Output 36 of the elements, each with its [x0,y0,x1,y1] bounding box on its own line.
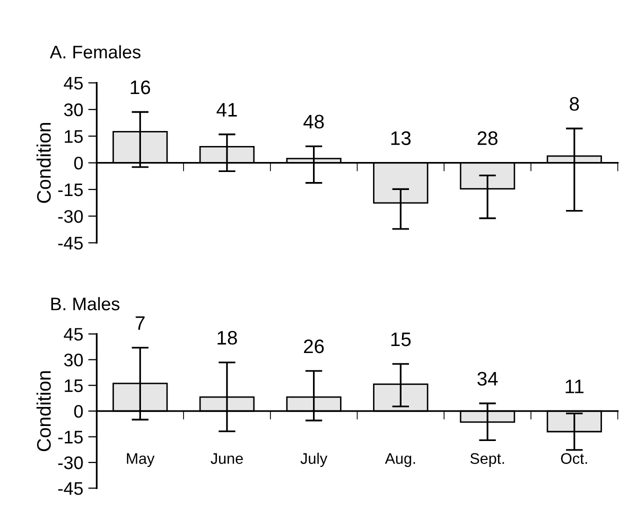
annotation: 18 [218,330,237,345]
annotation: 41 [216,103,237,116]
annotation: 13 [391,131,411,146]
annotation: 15 [391,332,411,346]
x-tick-label: Aug. [384,453,415,467]
annotation: 28 [478,131,498,146]
x-tick-label: Oct. [561,453,587,464]
chart-title: B. Males [51,297,120,310]
annotation: 34 [477,372,498,386]
y-tick-label: -15 [58,184,83,196]
annotation: 11 [566,380,584,394]
y-tick-label: -45 [58,482,83,495]
y-tick-label: 30 [64,354,83,366]
y-tick-label: 45 [64,76,83,90]
y-tick-label: 0 [74,156,83,170]
y-tick-label: -45 [58,236,83,250]
y-tick-label: -15 [58,430,83,444]
y-tick-label: 45 [64,328,83,341]
y-tick-label: 15 [64,130,83,143]
x-tick-label: Sept. [470,453,504,467]
y-tick-label: -30 [58,210,83,223]
y-tick-label: -30 [58,456,83,470]
x-tick-label: May [126,453,155,467]
text: 7 [136,316,145,330]
y-axis-title: Condition [36,371,51,452]
x-tick-label: June [210,453,243,464]
y-tick-label: 15 [64,379,83,392]
annotation: 16 [130,80,150,94]
chart-title: A. Females [50,45,140,58]
annotation: 48 [303,114,324,129]
annotation: 8 [570,97,579,111]
y-tick-label: 30 [64,103,83,116]
x-tick-label: July [300,452,328,467]
y-tick-label: 0 [74,405,83,418]
y-axis-title: Condition [36,122,51,203]
annotation: 26 [304,339,324,354]
